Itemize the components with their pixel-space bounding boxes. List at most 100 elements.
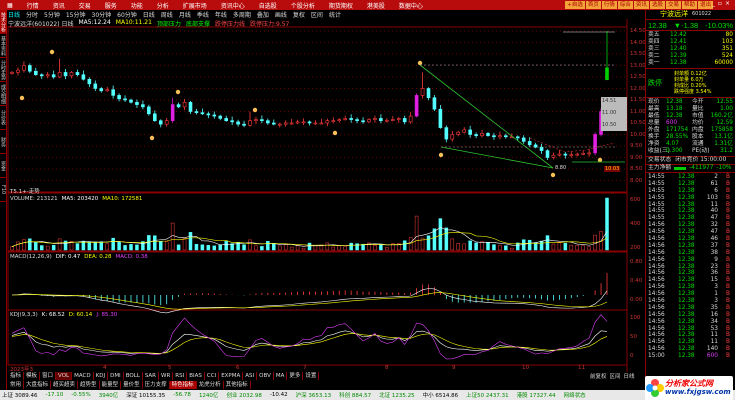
- tick-side: B: [726, 277, 730, 284]
- left-tab[interactable]: 分时走势: [0, 58, 7, 82]
- toolbar-item[interactable]: 5分钟: [44, 12, 60, 19]
- toolbar-item[interactable]: 画线: [274, 12, 287, 19]
- menu-item[interactable]: 数据中心: [398, 2, 423, 10]
- toolbar-item[interactable]: 月线: [178, 12, 191, 19]
- toolbar-item[interactable]: 叠加: [256, 12, 269, 19]
- toolbar-item[interactable]: 分时: [26, 12, 39, 19]
- top-button[interactable]: 选股: [649, 1, 665, 9]
- menu-item[interactable]: 自选股: [258, 2, 277, 10]
- indicator-tab[interactable]: ASI: [243, 372, 258, 380]
- left-tab[interactable]: 技术分析: [0, 10, 7, 34]
- indicator-tab[interactable]: KDJ: [94, 372, 109, 380]
- indicator-tab[interactable]: 模板: [24, 372, 41, 380]
- kline-chart[interactable]: [0, 0, 645, 372]
- indicator-group-tab[interactable]: 压力支撑: [143, 381, 170, 389]
- indicator-tab[interactable]: SAR: [143, 372, 160, 380]
- toolbar-item[interactable]: 周线: [160, 12, 173, 19]
- indicator-group-tab[interactable]: 大盘指标: [24, 381, 52, 389]
- menu-item[interactable]: 资讯: [52, 2, 65, 10]
- volume-ma10: [11, 232, 608, 247]
- indicator-tab[interactable]: 指标: [8, 372, 25, 380]
- top-button[interactable]: 帮助: [681, 1, 697, 9]
- indicator-tab[interactable]: 更多: [287, 372, 304, 380]
- candle: [200, 112, 205, 115]
- tick-row: 14:56 12.38 46 B: [648, 236, 733, 243]
- tick-row: 14:56 12.38 35 B: [648, 305, 733, 312]
- tick-time: 14:55: [648, 194, 665, 201]
- menu-item[interactable]: 交易: [78, 2, 91, 10]
- tick-row: 14:55 12.38 6 B: [648, 188, 733, 195]
- menu-item[interactable]: 分析: [156, 2, 169, 10]
- app-menu-icon[interactable]: ▦: [7, 1, 13, 9]
- top-button[interactable]: 交易: [665, 1, 681, 9]
- menu-item[interactable]: 功能: [130, 2, 143, 10]
- top-button[interactable]: 退出: [697, 1, 713, 9]
- indicator-tab[interactable]: BIAS: [187, 372, 205, 380]
- indicator-tab[interactable]: RSI: [173, 372, 188, 380]
- indicator-group-tab[interactable]: 超买超卖: [51, 381, 79, 389]
- toolbar-item[interactable]: 多周期: [232, 12, 251, 19]
- tick-list[interactable]: 14:55 12.38 2 B 14:55 12.38 61 B 14:55 12.38 6 B 14:…: [646, 173, 735, 361]
- indicator-tab[interactable]: WR: [159, 372, 174, 380]
- top-button[interactable]: 综合: [617, 1, 633, 9]
- indicator-tab[interactable]: MACD: [72, 372, 94, 380]
- top-button[interactable]: 资讯: [633, 1, 649, 9]
- ma-line: [529, 137, 616, 153]
- tick-time: 14:56: [648, 332, 665, 339]
- indicator-tab[interactable]: DMI: [108, 372, 124, 380]
- menu-item[interactable]: 服务: [104, 2, 117, 10]
- window-controls[interactable]: _▫×: [711, 0, 733, 7]
- toolbar-item[interactable]: 区间: [310, 12, 323, 19]
- top-button[interactable]: 行情: [601, 1, 617, 9]
- left-tab[interactable]: F10: [0, 178, 6, 202]
- indicator-group-tab[interactable]: 龙虎分析: [197, 381, 224, 389]
- indicator-group-tab[interactable]: 趋势型: [78, 381, 100, 389]
- toolbar-item[interactable]: 统计: [328, 12, 341, 19]
- toolbar-item[interactable]: 15分钟: [65, 12, 86, 19]
- indicator-group-tab[interactable]: 特色指标: [169, 381, 197, 389]
- indicator-tab[interactable]: MA: [274, 372, 288, 380]
- menu-item[interactable]: 资讯中心: [220, 2, 245, 10]
- main-net-label: 主力净额: [648, 165, 672, 171]
- left-tab[interactable]: 财务: [0, 130, 7, 154]
- left-tab[interactable]: 成交明细: [0, 82, 7, 106]
- indicator-group-tab[interactable]: 量价型: [121, 381, 143, 389]
- toolbar-item[interactable]: 60分钟: [117, 12, 137, 19]
- indicator-tab[interactable]: 设置: [303, 372, 320, 380]
- indicator-tab[interactable]: CCI: [205, 372, 220, 380]
- tick-price: 12.38: [678, 297, 695, 304]
- indicator-tab[interactable]: BOLL: [124, 372, 143, 380]
- indicator-group-tab[interactable]: 其他指标: [224, 381, 251, 389]
- menu-item[interactable]: 个股分析: [290, 2, 315, 10]
- menu-item[interactable]: 行情: [26, 2, 39, 10]
- volume-bar: [397, 243, 401, 251]
- volume-bar: [254, 245, 258, 251]
- toolbar-item[interactable]: 日线: [8, 12, 21, 19]
- indicator-tab[interactable]: 窗口: [40, 372, 57, 380]
- date-tick: 9: [452, 365, 456, 371]
- indicator-group-tab[interactable]: 常用: [8, 381, 25, 389]
- chart-option[interactable]: 区间: [609, 374, 621, 380]
- left-tab[interactable]: 资金: [0, 154, 7, 178]
- indicator-tab[interactable]: OBV: [257, 372, 274, 380]
- toolbar-item[interactable]: 复权: [292, 12, 305, 19]
- menu-item[interactable]: 期货期权: [328, 2, 353, 10]
- top-button[interactable]: 首页: [585, 1, 601, 9]
- toolbar-item[interactable]: 30分钟: [91, 12, 112, 19]
- indicator-group-tab[interactable]: 能量型: [100, 381, 122, 389]
- candle: [325, 120, 330, 124]
- chart-option[interactable]: 前复权: [590, 374, 607, 380]
- chart-option[interactable]: 日线: [623, 374, 635, 380]
- menu-item[interactable]: 扩展市场: [182, 2, 207, 10]
- left-tab[interactable]: 分价表: [0, 106, 7, 130]
- toolbar-item[interactable]: 日线: [142, 12, 155, 19]
- indicator-tab[interactable]: EXPMA: [219, 372, 244, 380]
- top-button[interactable]: +自选: [565, 1, 585, 9]
- toolbar-item[interactable]: 年线: [214, 12, 227, 19]
- left-tab[interactable]: 基本资料: [0, 34, 7, 58]
- menu-item[interactable]: 港美股: [366, 2, 385, 10]
- signal-dot: [438, 152, 444, 158]
- tick-side: B: [726, 194, 730, 201]
- indicator-tab[interactable]: VOL: [56, 372, 73, 380]
- toolbar-item[interactable]: 季线: [196, 12, 209, 19]
